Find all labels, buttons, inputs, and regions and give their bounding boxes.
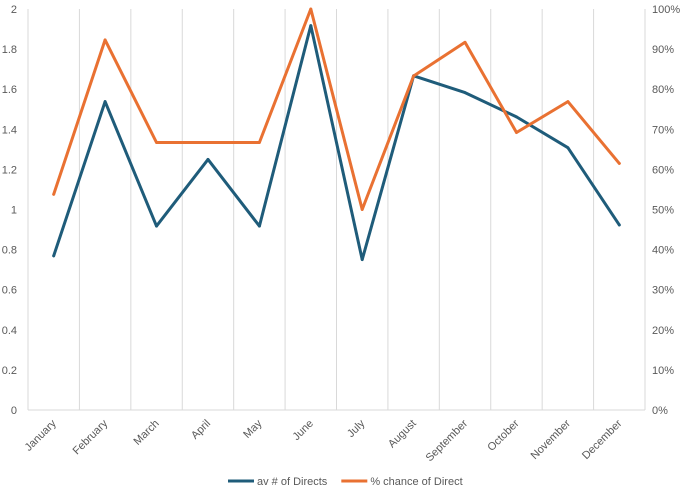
data-point bbox=[206, 157, 210, 161]
data-point bbox=[309, 24, 313, 28]
left-axis-tick-label: 1.8 bbox=[2, 44, 17, 56]
right-axis-tick-label: 0% bbox=[652, 405, 668, 417]
data-point bbox=[155, 141, 158, 144]
data-point bbox=[206, 141, 210, 144]
data-point bbox=[309, 7, 313, 11]
left-axis-tick-label: 1.2 bbox=[2, 164, 17, 176]
data-point bbox=[52, 254, 56, 258]
right-axis-tick-label: 70% bbox=[652, 124, 674, 136]
left-axis-tick-label: 1 bbox=[11, 205, 17, 217]
x-axis-tick-label: August bbox=[386, 418, 419, 451]
x-axis-tick-label: June bbox=[291, 418, 316, 443]
data-point bbox=[103, 38, 107, 42]
x-axis-tick-label: September bbox=[424, 417, 471, 464]
right-axis-tick-label: 100% bbox=[652, 4, 680, 16]
data-point bbox=[463, 40, 467, 44]
left-axis-tick-label: 0.6 bbox=[2, 285, 17, 297]
x-axis-tick-label: November bbox=[529, 417, 574, 462]
x-axis-tick-label: May bbox=[241, 417, 265, 441]
right-axis-tick-label: 10% bbox=[652, 365, 674, 377]
legend-label: av # of Directs bbox=[257, 476, 328, 488]
series-lines bbox=[52, 7, 621, 262]
left-axis-tick-label: 0.4 bbox=[2, 325, 17, 337]
data-point bbox=[360, 258, 364, 262]
data-point bbox=[566, 100, 570, 104]
x-axis: January February March April May June July Augu… bbox=[23, 417, 625, 464]
right-axis-tick-label: 60% bbox=[652, 164, 674, 176]
right-axis-tick-label: 50% bbox=[652, 205, 674, 217]
x-axis-tick-label: April bbox=[189, 418, 213, 442]
left-axis-tick-label: 1.4 bbox=[2, 124, 17, 136]
left-y-axis: 0 0.2 0.4 0.6 0.8 1 1.2 1.4 1.6 1.8 2 bbox=[2, 4, 17, 417]
left-axis-tick-label: 2 bbox=[11, 4, 17, 16]
right-axis-tick-label: 80% bbox=[652, 84, 674, 96]
x-axis-tick-label: December bbox=[580, 417, 625, 462]
data-point bbox=[360, 208, 364, 211]
data-point bbox=[617, 161, 621, 165]
series-line-2 bbox=[52, 7, 621, 211]
right-axis-tick-label: 90% bbox=[652, 44, 674, 56]
data-point bbox=[412, 74, 416, 78]
data-point bbox=[566, 146, 570, 150]
data-point bbox=[155, 224, 158, 228]
x-axis-tick-label: March bbox=[132, 418, 162, 448]
data-point bbox=[103, 100, 107, 104]
left-axis-tick-label: 0.8 bbox=[2, 245, 17, 257]
chart-legend: av # of Directs % chance of Direct bbox=[228, 476, 463, 488]
right-axis-tick-label: 20% bbox=[652, 325, 674, 337]
data-point bbox=[257, 141, 261, 144]
data-point bbox=[515, 115, 518, 119]
data-point bbox=[617, 223, 621, 227]
data-point bbox=[463, 91, 467, 95]
series-line-1 bbox=[52, 24, 621, 262]
x-axis-tick-label: October bbox=[485, 417, 521, 453]
x-axis-tick-label: February bbox=[71, 417, 111, 457]
data-point bbox=[515, 131, 518, 134]
left-axis-tick-label: 0 bbox=[11, 405, 17, 417]
data-point bbox=[52, 192, 56, 196]
right-axis-tick-label: 40% bbox=[652, 245, 674, 257]
data-point bbox=[257, 224, 261, 228]
right-y-axis: 0% 10% 20% 30% 40% 50% 60% 70% 80% 90% 100% bbox=[652, 4, 680, 417]
right-axis-tick-label: 30% bbox=[652, 285, 674, 297]
left-axis-tick-label: 0.2 bbox=[2, 365, 17, 377]
left-axis-tick-label: 1.6 bbox=[2, 84, 17, 96]
x-axis-tick-label: July bbox=[345, 417, 368, 440]
legend-label: % chance of Direct bbox=[370, 476, 462, 488]
x-axis-tick-label: January bbox=[23, 417, 60, 454]
